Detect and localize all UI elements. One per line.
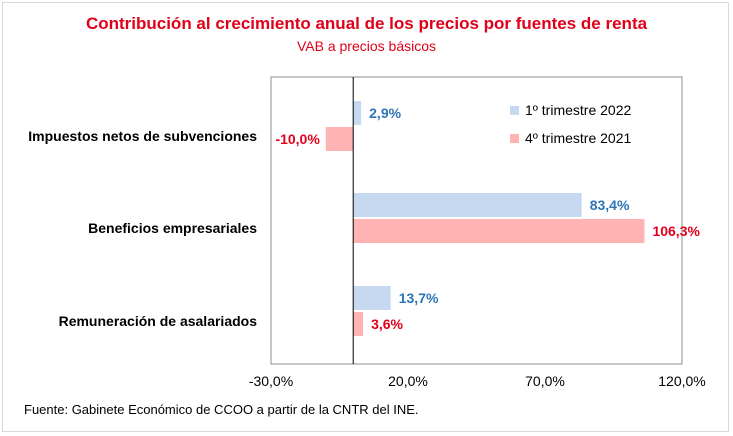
plot-area (270, 76, 683, 365)
bar-q1-2022 (353, 193, 582, 217)
x-tick-label: 70,0% (525, 373, 565, 389)
x-tick-label: 20,0% (388, 373, 428, 389)
bar-q4-2021 (325, 127, 354, 151)
bar-q4-2021 (353, 219, 645, 243)
data-label: -10,0% (275, 131, 320, 147)
x-tick-label: 120,0% (658, 373, 705, 389)
bar-q1-2022 (353, 286, 391, 310)
data-label: 2,9% (369, 105, 401, 121)
data-label: 13,7% (399, 290, 439, 306)
x-tick-label: -30,0% (249, 373, 293, 389)
chart-subtitle: VAB a precios básicos (296, 38, 437, 54)
chart-title: Contribución al crecimiento anual de los… (85, 14, 648, 33)
category-label: Beneficios empresariales (88, 220, 257, 236)
data-label: 3,6% (371, 316, 403, 332)
bar-q4-2021 (353, 312, 364, 336)
chart-frame (2, 2, 729, 432)
source-note: Fuente: Gabinete Económico de CCOO a par… (24, 402, 419, 417)
legend-label: 1º trimestre 2022 (525, 102, 631, 118)
category-label: Impuestos netos de subvenciones (28, 128, 257, 144)
legend-swatch (510, 106, 519, 115)
bar-q1-2022 (353, 101, 362, 125)
legend-swatch (510, 134, 519, 143)
category-label: Remuneración de asalariados (59, 313, 258, 329)
legend-label: 4º trimestre 2021 (525, 130, 631, 146)
data-label: 106,3% (652, 223, 700, 239)
data-label: 83,4% (590, 197, 630, 213)
